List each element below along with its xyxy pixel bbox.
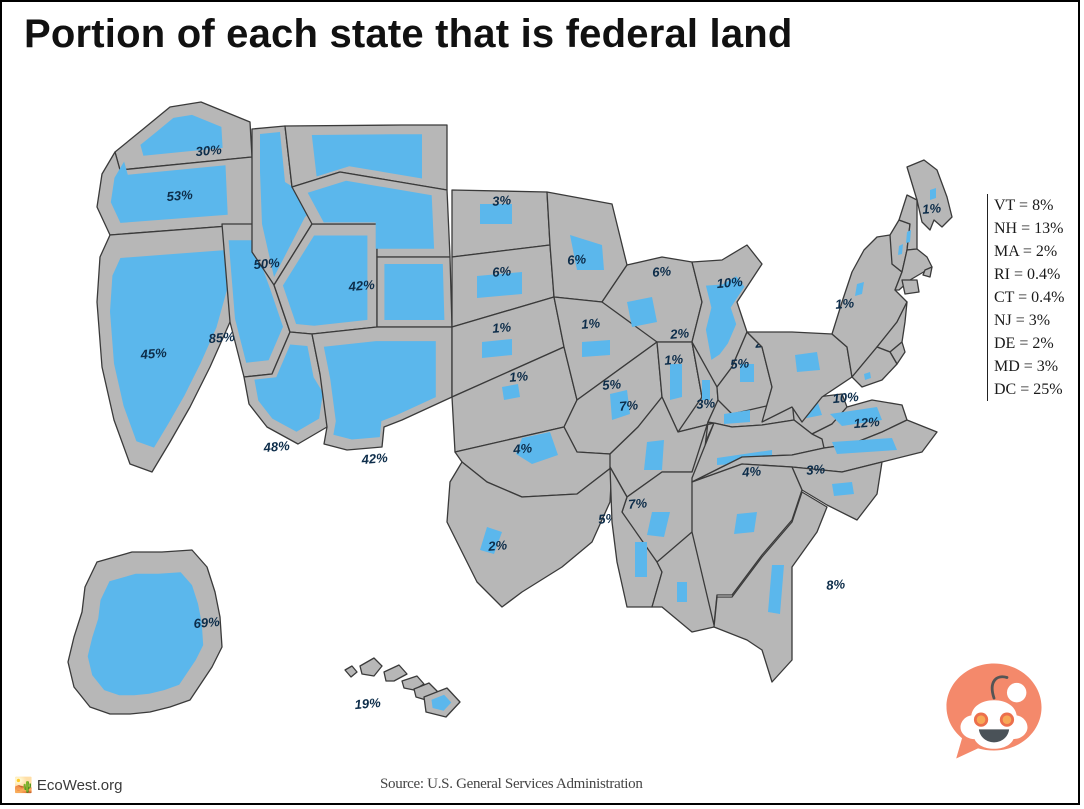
svg-text:3%: 3% — [492, 192, 512, 209]
svg-text:5%: 5% — [730, 355, 750, 372]
svg-text:2%: 2% — [487, 537, 508, 554]
svg-text:1%: 1% — [922, 200, 942, 217]
svg-text:10%: 10% — [832, 389, 860, 406]
svg-text:50%: 50% — [253, 255, 281, 272]
svg-text:69%: 69% — [193, 614, 221, 631]
svg-text:6%: 6% — [567, 251, 587, 268]
svg-text:2%: 2% — [669, 325, 690, 342]
svg-text:7%: 7% — [628, 495, 648, 512]
svg-text:42%: 42% — [360, 450, 389, 467]
svg-text:8%: 8% — [826, 576, 846, 593]
svg-text:1%: 1% — [581, 315, 601, 332]
svg-text:1%: 1% — [664, 351, 684, 368]
svg-text:42%: 42% — [347, 277, 376, 294]
svg-text:7%: 7% — [619, 397, 639, 414]
svg-text:4%: 4% — [741, 463, 762, 480]
svg-text:3%: 3% — [696, 395, 716, 412]
svg-text:4%: 4% — [512, 440, 533, 457]
svg-text:30%: 30% — [195, 142, 223, 159]
svg-text:6%: 6% — [492, 263, 512, 280]
svg-text:5%: 5% — [602, 376, 622, 393]
svg-text:1%: 1% — [492, 319, 512, 336]
svg-text:1%: 1% — [509, 368, 529, 385]
svg-text:10%: 10% — [716, 274, 744, 291]
svg-text:48%: 48% — [262, 438, 291, 455]
svg-text:12%: 12% — [853, 414, 881, 431]
svg-text:1%: 1% — [835, 295, 855, 312]
svg-text:19%: 19% — [354, 695, 382, 712]
svg-text:6%: 6% — [652, 263, 672, 280]
svg-text:85%: 85% — [208, 329, 236, 346]
svg-text:3%: 3% — [806, 461, 826, 478]
svg-text:53%: 53% — [166, 187, 194, 204]
svg-text:45%: 45% — [139, 345, 168, 362]
